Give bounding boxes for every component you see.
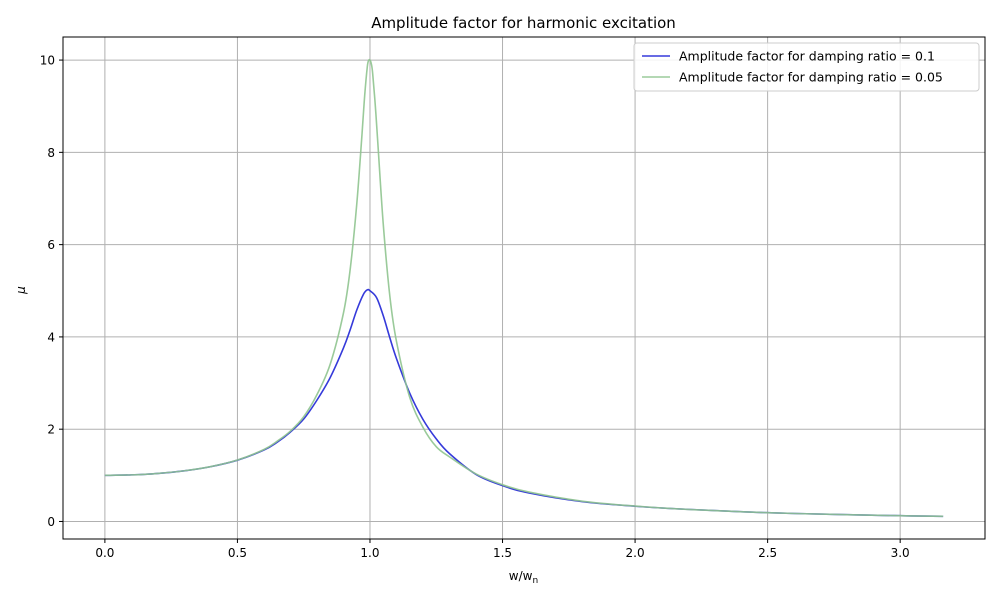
x-tick-label: 1.0	[360, 546, 379, 560]
x-tick-label: 1.5	[493, 546, 512, 560]
plot-frame	[62, 36, 986, 540]
legend-label-1: Amplitude factor for damping ratio = 0.1	[679, 49, 935, 64]
x-tick-label: 0.0	[95, 546, 114, 560]
legend: Amplitude factor for damping ratio = 0.1…	[633, 42, 980, 92]
y-tick-label: 10	[40, 54, 55, 68]
y-tick-label: 2	[47, 423, 55, 437]
legend-label-2: Amplitude factor for damping ratio = 0.0…	[679, 70, 943, 85]
y-tick-label: 0	[47, 515, 55, 529]
series-line-2	[104, 58, 944, 518]
x-tick-label: 3.0	[891, 546, 910, 560]
x-axis-title-main: w/w	[509, 569, 533, 583]
x-tick-label: 0.5	[228, 546, 247, 560]
x-axis-title: w/wn	[509, 569, 538, 586]
x-axis-title-subscript: n	[532, 576, 538, 586]
axis-ticks: 0.0 0.5 1.0 1.5 2.0 2.5 3.0 0 2 4 6 8 10	[40, 54, 910, 560]
series-layer	[104, 58, 944, 518]
chart-title: Amplitude factor for harmonic excitation	[371, 14, 676, 32]
x-tick-label: 2.5	[758, 546, 777, 560]
x-tick-label: 2.0	[626, 546, 645, 560]
grid-lines	[63, 37, 985, 539]
y-axis-title: μ	[14, 286, 28, 295]
y-tick-label: 4	[47, 330, 55, 344]
y-tick-label: 6	[47, 238, 55, 252]
legend-box	[633, 42, 980, 92]
y-tick-label: 8	[47, 146, 55, 160]
